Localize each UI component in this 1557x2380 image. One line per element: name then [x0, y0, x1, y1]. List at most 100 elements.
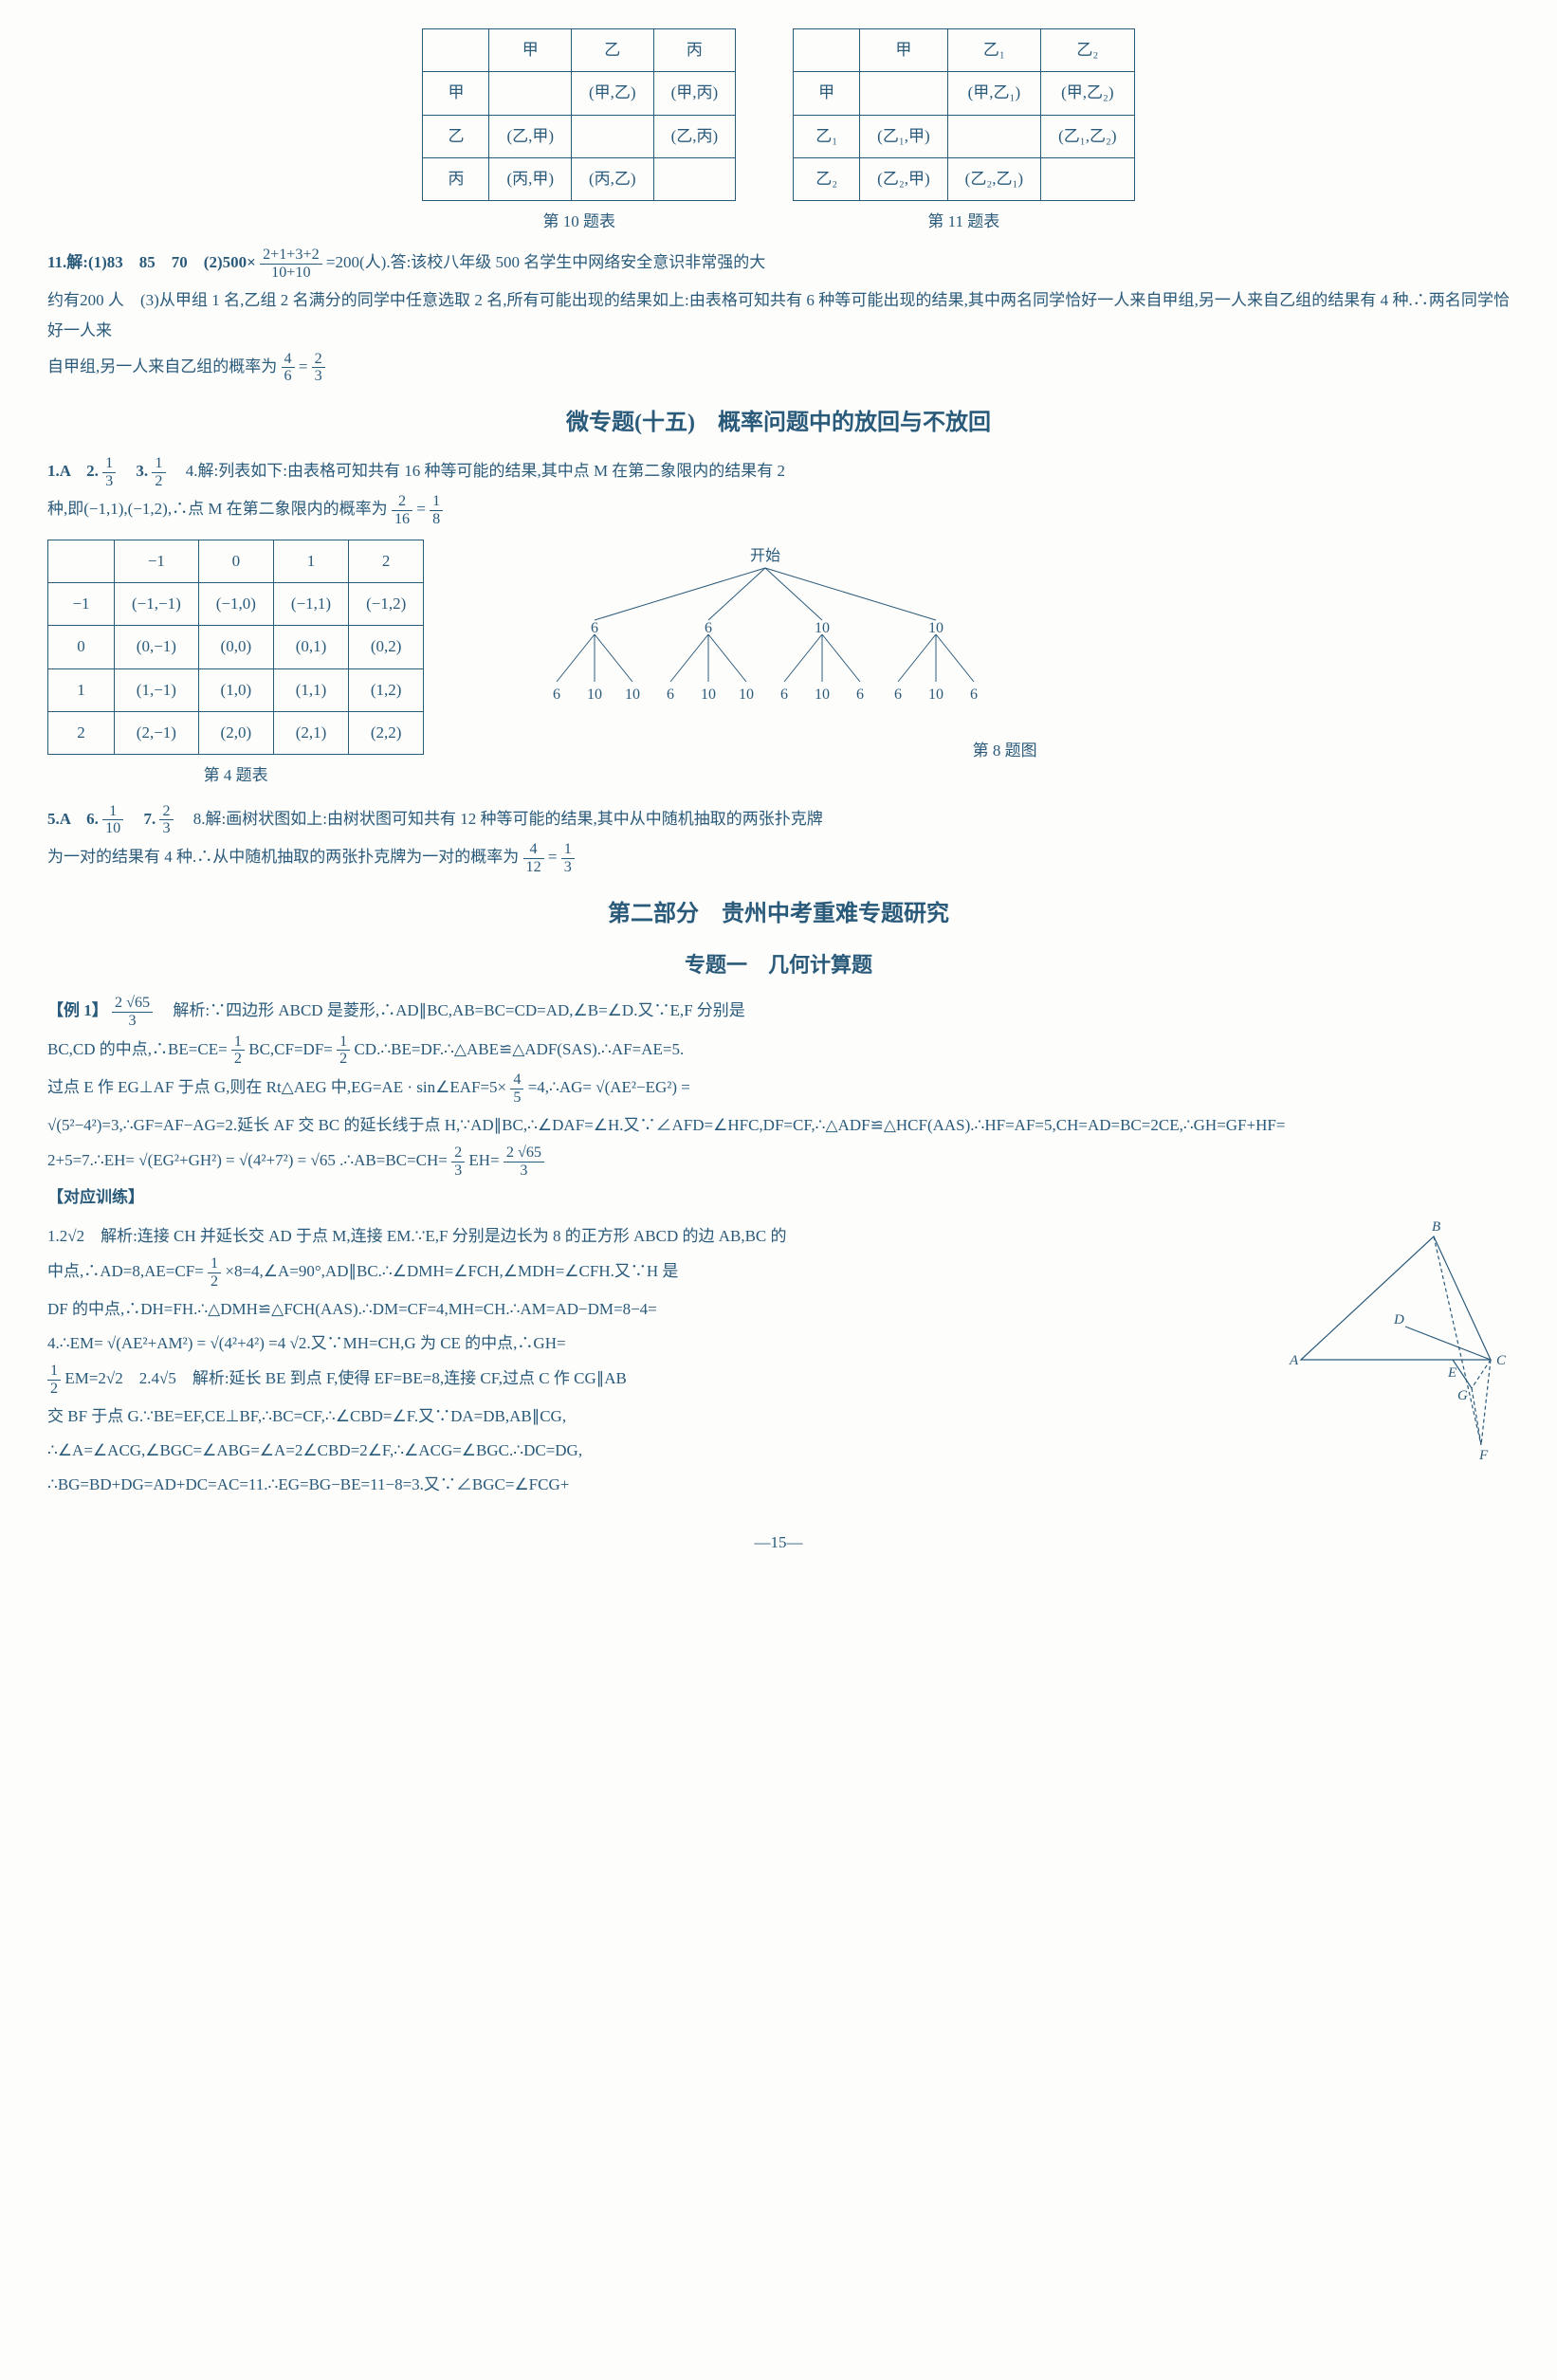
cell: (0,0) — [198, 626, 273, 668]
cell: (2,0) — [198, 711, 273, 754]
table-row: −1 0 1 2 — [48, 540, 424, 582]
text: 7. — [127, 810, 156, 828]
cell: (乙₂,乙₁) — [947, 157, 1040, 200]
cell: (2,2) — [349, 711, 424, 754]
cell: 1 — [48, 668, 115, 711]
fraction: 13 — [102, 455, 116, 490]
cell: (丙,乙) — [572, 157, 654, 200]
text: EH= — [468, 1151, 499, 1169]
text: 3. — [119, 462, 148, 480]
geometry-row: 1.2√2 解析:连接 CH 并延长交 AD 于点 M,连接 EM.∵E,F 分… — [47, 1217, 1510, 1505]
text: BC,CF=DF= — [248, 1040, 333, 1058]
text: 5.A 6. — [47, 810, 99, 828]
tree-node: 6 — [591, 620, 598, 636]
p11-line1: 11.解:(1)83 85 70 (2)500× 2+1+3+2 10+10 =… — [47, 247, 1510, 282]
text: 8.解:画树状图如上:由树状图可知共有 12 种等可能的结果,其中从中随机抽取的… — [177, 810, 823, 828]
cell: 乙₂ — [794, 157, 860, 200]
fraction: 45 — [510, 1071, 523, 1107]
text: BC,CD 的中点,∴BE=CE= — [47, 1040, 228, 1058]
text: 中点,∴AD=8,AE=CF= — [47, 1262, 204, 1280]
tables-row-top: 甲 乙 丙 甲 (甲,乙) (甲,丙) 乙 (乙,甲) (乙,丙) 丙 (丙,甲… — [47, 28, 1510, 237]
cell: (乙,丙) — [653, 115, 736, 157]
cell: 乙₁ — [947, 29, 1040, 72]
cell: 2 — [349, 540, 424, 582]
cell — [48, 540, 115, 582]
a1-line2: 种,即(−1,1),(−1,2),∴点 M 在第二象限内的概率为 216 = 1… — [47, 493, 1510, 528]
text: 1.A 2. — [47, 462, 99, 480]
table-row: 甲 (甲,乙) (甲,丙) — [423, 72, 736, 115]
tree-leaf: 10 — [587, 687, 602, 703]
cell: (1,−1) — [115, 668, 199, 711]
cell: (甲,乙₂) — [1041, 72, 1134, 115]
cell: (−1,0) — [198, 583, 273, 626]
page-number: —15— — [47, 1528, 1510, 1558]
section-heading-2b: 专题一 几何计算题 — [47, 945, 1510, 985]
fraction: 13 — [561, 841, 575, 876]
cell: (1,0) — [198, 668, 273, 711]
table10-caption: 第 10 题表 — [543, 207, 616, 237]
ex1-line3: 过点 E 作 EG⊥AF 于点 G,则在 Rt△AEG 中,EG=AE · si… — [47, 1071, 1510, 1107]
cell: 1 — [273, 540, 348, 582]
cell: (丙,甲) — [489, 157, 572, 200]
table-row: 甲 (甲,乙₁) (甲,乙₂) — [794, 72, 1134, 115]
fraction: 2 √653 — [504, 1144, 544, 1180]
tree-diagram: 开始 6 6 10 10 6 10 10 6 10 10 6 10 6 6 10… — [500, 540, 1031, 720]
train-line4: 4.∴EM= √(AE²+AM²) = √(4²+4²) =4 √2.又∵MH=… — [47, 1328, 1263, 1359]
tree-root: 开始 — [750, 547, 780, 564]
tree-node: 10 — [815, 620, 830, 636]
ex1-line4: √(5²−4²)=3,∴GF=AF−AG=2.延长 AF 交 BC 的延长线于点… — [47, 1110, 1510, 1141]
cell: −1 — [48, 583, 115, 626]
fraction: 23 — [312, 351, 325, 386]
train-line7: ∴∠A=∠ACG,∠BGC=∠ABG=∠A=2∠CBD=2∠F,∴∠ACG=∠B… — [47, 1436, 1263, 1466]
text: =4,∴AG= √(AE²−EG²) = — [528, 1078, 690, 1096]
cell: (0,2) — [349, 626, 424, 668]
cell: 甲 — [860, 29, 948, 72]
tree-leaf: 6 — [780, 687, 788, 703]
table4: −1 0 1 2 −1 (−1,−1) (−1,0) (−1,1) (−1,2)… — [47, 540, 424, 755]
cell: (1,1) — [273, 668, 348, 711]
fraction: 46 — [282, 351, 295, 386]
cell — [1041, 157, 1134, 200]
table-row: 甲 乙₁ 乙₂ — [794, 29, 1134, 72]
tree-leaf: 10 — [815, 687, 830, 703]
cell: 甲 — [423, 72, 489, 115]
triangle-diagram: A B C D E F G — [1282, 1217, 1510, 1464]
fraction: 412 — [523, 841, 544, 876]
text: 4.解:列表如下:由表格可知共有 16 种等可能的结果,其中点 M 在第二象限内… — [170, 462, 785, 480]
cell: 乙₁ — [794, 115, 860, 157]
cell: (0,1) — [273, 626, 348, 668]
text: = — [299, 357, 308, 375]
cell — [489, 72, 572, 115]
cell: (2,−1) — [115, 711, 199, 754]
label-B: B — [1432, 1219, 1440, 1235]
a5-line2: 为一对的结果有 4 种.∴从中随机抽取的两张扑克牌为一对的概率为 412 = 1… — [47, 841, 1510, 876]
text: EM=2√2 2.4√5 解析:延长 BE 到点 F,使得 EF=BE=8,连接… — [64, 1369, 627, 1387]
fraction: 12 — [152, 455, 165, 490]
table-row: −1 (−1,−1) (−1,0) (−1,1) (−1,2) — [48, 583, 424, 626]
p11-prefix: 11.解:(1)83 85 70 (2)500× — [47, 254, 256, 272]
text: 解析:∵四边形 ABCD 是菱形,∴AD∥BC,AB=BC=CD=AD,∠B=∠… — [156, 1001, 744, 1019]
tree-diagram-block: 开始 6 6 10 10 6 10 10 6 10 10 6 10 6 6 10… — [500, 540, 1510, 767]
training-text: 1.2√2 解析:连接 CH 并延长交 AD 于点 M,连接 EM.∵E,F 分… — [47, 1217, 1263, 1505]
text: ×8=4,∠A=90°,AD∥BC.∴∠DMH=∠FCH,∠MDH=∠CFH.又… — [225, 1262, 678, 1280]
train-line8: ∴BG=BD+DG=AD+DC=AC=11.∴EG=BG−BE=11−8=3.又… — [47, 1470, 1263, 1500]
a1-line1: 1.A 2. 13 3. 12 4.解:列表如下:由表格可知共有 16 种等可能… — [47, 455, 1510, 490]
cell: (甲,乙₁) — [947, 72, 1040, 115]
cell: (−1,1) — [273, 583, 348, 626]
fraction: 12 — [208, 1255, 221, 1291]
tree-leaf: 6 — [553, 687, 560, 703]
tree-leaf: 6 — [856, 687, 864, 703]
table-row: 乙 (乙,甲) (乙,丙) — [423, 115, 736, 157]
text: =200(人).答:该校八年级 500 名学生中网络安全意识非常强的大 — [326, 254, 765, 272]
tree-leaf: 10 — [928, 687, 943, 703]
training-label: 【对应训练】 — [47, 1182, 1510, 1213]
cell: 0 — [198, 540, 273, 582]
cell: (2,1) — [273, 711, 348, 754]
text: = — [416, 500, 426, 518]
text: 种,即(−1,1),(−1,2),∴点 M 在第二象限内的概率为 — [47, 500, 388, 518]
train-line1: 1.2√2 解析:连接 CH 并延长交 AD 于点 M,连接 EM.∵E,F 分… — [47, 1221, 1263, 1252]
cell: 丙 — [423, 157, 489, 200]
fraction: 2 √653 — [112, 995, 153, 1030]
text: 自甲组,另一人来自乙组的概率为 — [47, 357, 277, 375]
tree-leaf: 10 — [701, 687, 716, 703]
